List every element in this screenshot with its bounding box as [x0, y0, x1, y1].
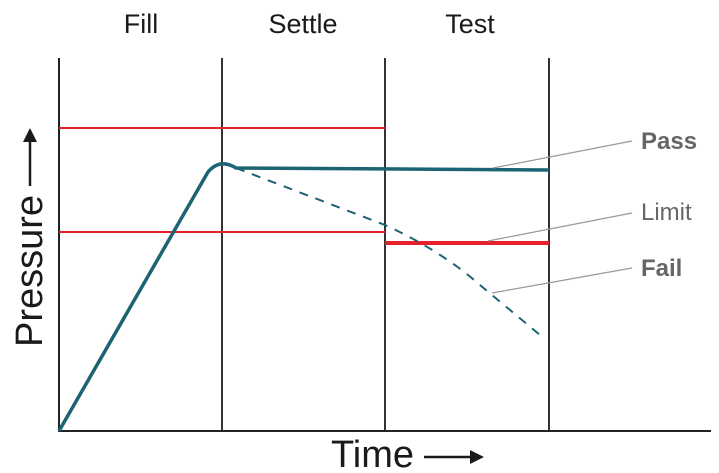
limit-leader-line	[487, 212, 633, 242]
pass-label: Pass	[641, 128, 697, 155]
phase-label-fill: Fill	[124, 9, 159, 39]
y-axis-arrow-icon	[23, 128, 37, 186]
phase-label-settle: Settle	[268, 9, 337, 39]
x-axis-arrow-icon	[424, 450, 484, 464]
phase-label-test: Test	[445, 9, 495, 39]
limit-label: Limit	[641, 199, 692, 226]
pass-leader-line	[492, 140, 633, 169]
fail-leader-line	[491, 267, 633, 294]
y-axis-label-group: Pressure	[9, 128, 51, 347]
pass-pressure-curve	[57, 162, 550, 432]
x-axis-label: Time	[331, 434, 414, 473]
y-axis-label: Pressure	[9, 195, 51, 347]
fail-pressure-curve	[235, 167, 541, 336]
fail-label: Fail	[641, 255, 682, 282]
